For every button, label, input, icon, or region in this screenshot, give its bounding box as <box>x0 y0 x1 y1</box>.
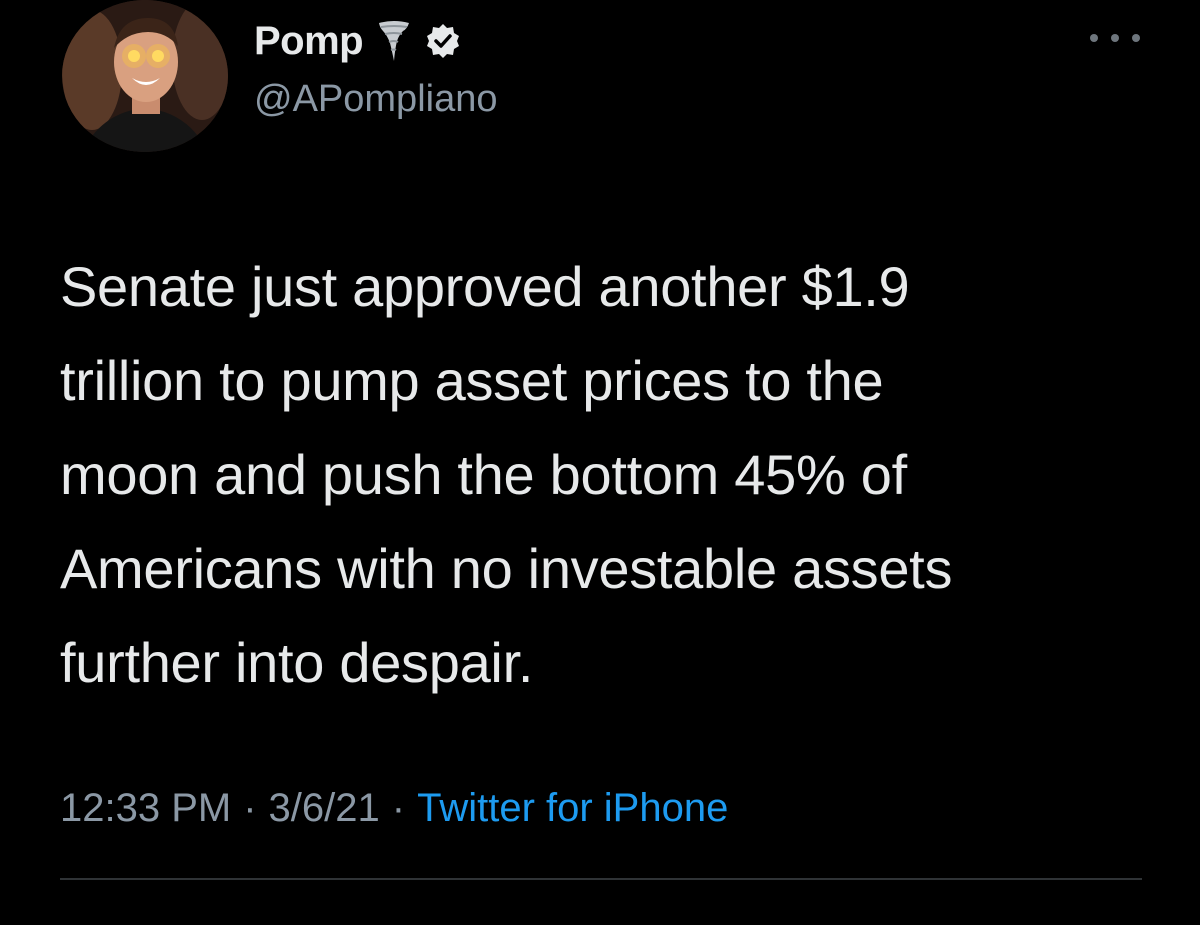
tweet-time[interactable]: 12:33 PM <box>60 786 232 830</box>
more-dot-icon <box>1111 34 1119 42</box>
tweet-meta: 12:33 PM · 3/6/21 · Twitter for iPhone <box>60 780 728 836</box>
user-handle[interactable]: @APompliano <box>254 78 498 120</box>
tweet-text: Senate just approved another $1.9 trilli… <box>60 255 953 694</box>
display-name-row: Pomp <box>254 18 461 64</box>
display-name[interactable]: Pomp <box>254 19 364 63</box>
more-dot-icon <box>1090 34 1098 42</box>
divider <box>60 878 1142 880</box>
meta-separator: · <box>391 786 406 830</box>
more-options-button[interactable] <box>1090 26 1140 50</box>
tornado-icon <box>377 19 411 63</box>
avatar-image <box>62 0 228 152</box>
tweet-source-link[interactable]: Twitter for iPhone <box>417 786 729 830</box>
tweet-date[interactable]: 3/6/21 <box>268 786 380 830</box>
avatar[interactable] <box>62 0 228 152</box>
more-dot-icon <box>1132 34 1140 42</box>
verified-icon <box>425 23 461 59</box>
meta-separator: · <box>243 786 257 830</box>
